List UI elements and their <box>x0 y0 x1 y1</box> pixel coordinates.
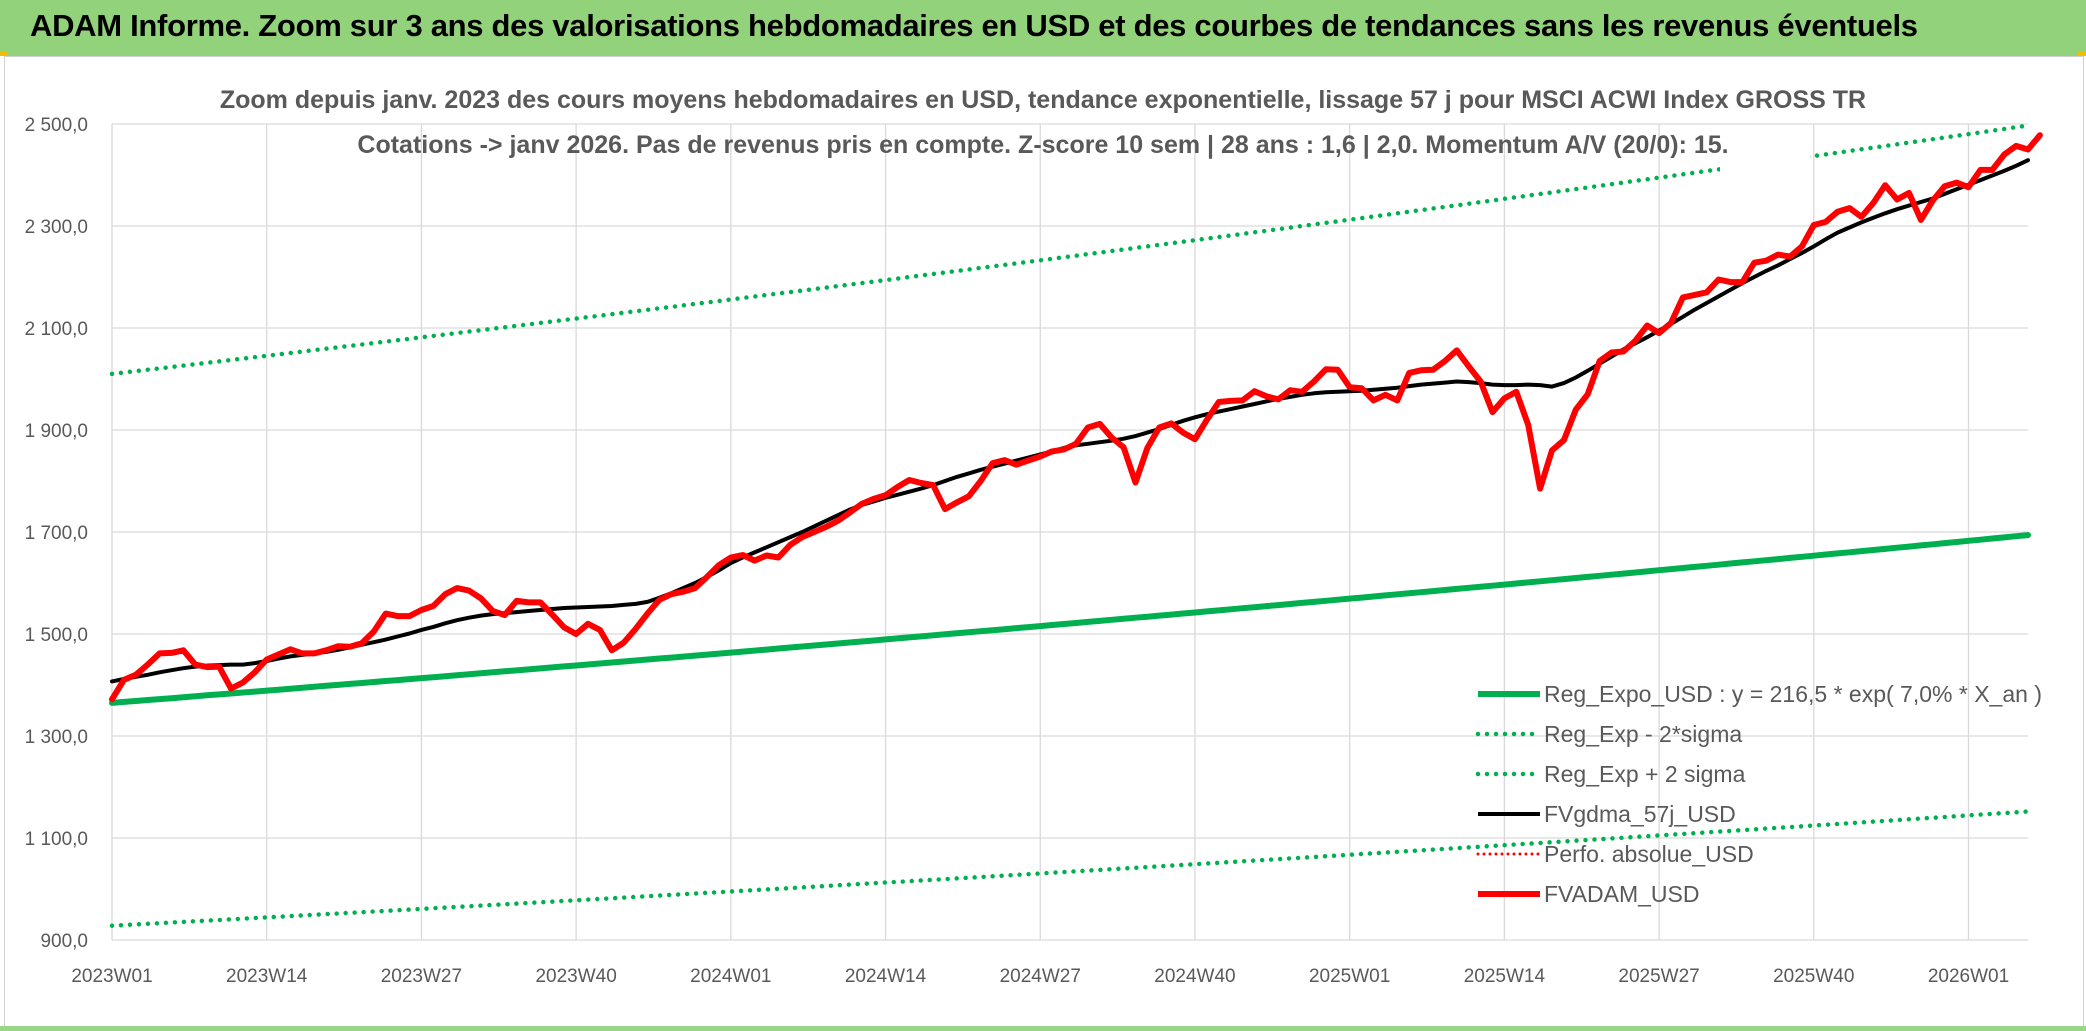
x-tick-label: 2024W27 <box>1000 966 1081 987</box>
x-tick-label: 2025W01 <box>1309 966 1390 987</box>
y-tick-label: 1 900,0 <box>25 421 88 442</box>
banner-corner-right <box>2078 52 2086 56</box>
x-tick-label: 2025W14 <box>1464 966 1546 987</box>
x-tick-label: 2026W01 <box>1928 966 2009 987</box>
y-tick-label: 900,0 <box>40 931 88 952</box>
subtitle-line-1: Zoom depuis janv. 2023 des cours moyens … <box>220 86 1866 114</box>
subtitle-line-2: Cotations -> janv 2026. Pas de revenus p… <box>357 131 1728 159</box>
x-tick-label: 2023W40 <box>535 966 616 987</box>
y-tick-label: 1 300,0 <box>25 727 88 748</box>
banner-corner-left <box>0 52 8 56</box>
y-tick-label: 1 100,0 <box>25 829 88 850</box>
x-tick-label: 2024W40 <box>1154 966 1235 987</box>
x-tick-label: 2025W27 <box>1618 966 1699 987</box>
report-banner: ADAM Informe. Zoom sur 3 ans des valoris… <box>0 0 2086 56</box>
legend: Reg_Expo_USD : y = 216,5 * exp( 7,0% * X… <box>1475 681 2042 907</box>
legend-label: Perfo. absolue_USD <box>1544 841 1754 867</box>
chart-subtitle: Zoom depuis janv. 2023 des cours moyens … <box>220 86 1866 172</box>
legend-label: FVgdma_57j_USD <box>1544 801 1736 827</box>
x-tick-label: 2024W14 <box>845 966 927 987</box>
y-tick-label: 2 300,0 <box>25 217 88 238</box>
series-line-5 <box>109 132 2043 703</box>
x-tick-label: 2023W27 <box>381 966 462 987</box>
y-tick-label: 2 500,0 <box>25 115 88 136</box>
legend-label: Reg_Expo_USD : y = 216,5 * exp( 7,0% * X… <box>1544 681 2042 707</box>
y-tick-label: 1 500,0 <box>25 625 88 646</box>
y-tick-label: 2 100,0 <box>25 319 88 340</box>
x-tick-labels: 2023W01 2023W14 2023W27 2023W40 2024W01 2024W… <box>71 966 2009 987</box>
x-tick-label: 2025W40 <box>1773 966 1854 987</box>
grid-lines <box>111 123 2028 941</box>
bottom-band <box>0 1026 2086 1031</box>
legend-label: Reg_Exp + 2 sigma <box>1544 761 1746 787</box>
x-tick-label: 2023W01 <box>71 966 152 987</box>
series-lines <box>109 123 2043 928</box>
y-tick-label: 1 700,0 <box>25 523 88 544</box>
y-tick-labels: 900,0 1 100,0 1 300,0 1 500,0 1 700,0 1 900,0… <box>25 115 88 952</box>
legend-label: FVADAM_USD <box>1544 881 1700 907</box>
series-line-0 <box>109 532 2031 706</box>
series-line-3 <box>110 158 2030 684</box>
x-tick-label: 2023W14 <box>226 966 308 987</box>
x-tick-label: 2024W01 <box>690 966 771 987</box>
series-line-2 <box>109 123 2031 377</box>
chart-frame <box>4 56 2084 1027</box>
subtitle-backdrop <box>1720 150 1810 172</box>
report-title: ADAM Informe. Zoom sur 3 ans des valoris… <box>30 8 1918 43</box>
legend-label: Reg_Exp - 2*sigma <box>1544 721 1742 747</box>
series-line-1 <box>109 809 2031 928</box>
